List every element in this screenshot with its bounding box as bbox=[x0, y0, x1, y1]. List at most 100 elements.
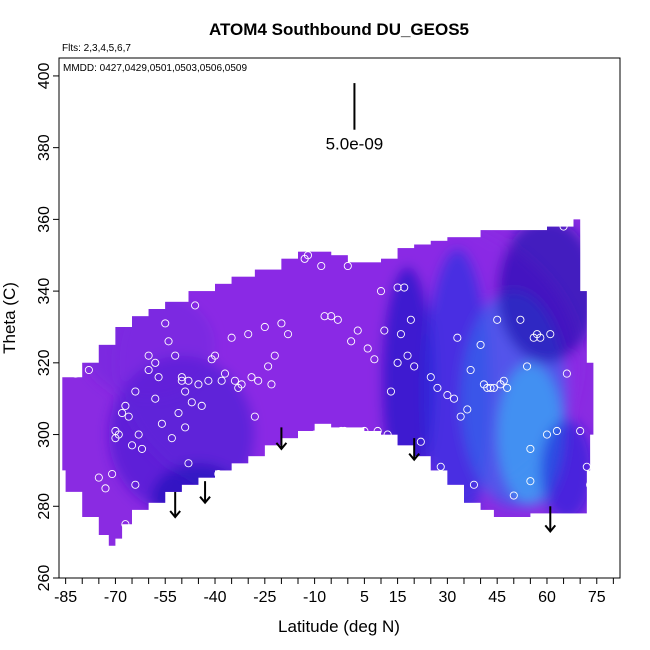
x-tick-label-2: -55 bbox=[154, 589, 177, 606]
data-point-49 bbox=[237, 380, 246, 389]
data-point-47 bbox=[230, 376, 239, 385]
data-point-4 bbox=[108, 469, 117, 479]
data-point-92 bbox=[436, 462, 445, 471]
data-point-108 bbox=[503, 383, 512, 392]
data-point-117 bbox=[542, 430, 552, 439]
data-point-118 bbox=[546, 330, 555, 339]
data-point-97 bbox=[463, 405, 472, 414]
data-point-32 bbox=[181, 423, 190, 432]
data-point-21 bbox=[154, 373, 163, 382]
data-point-35 bbox=[187, 398, 196, 407]
data-point-83 bbox=[393, 283, 402, 292]
data-point-80 bbox=[383, 430, 392, 439]
arrow-head bbox=[544, 524, 557, 533]
arrow-2 bbox=[275, 427, 288, 451]
arrow-1 bbox=[199, 481, 211, 505]
x-tick-label-3: -40 bbox=[203, 589, 226, 606]
data-point-34 bbox=[184, 459, 193, 468]
arrow-4 bbox=[544, 506, 557, 533]
data-point-19 bbox=[151, 358, 160, 367]
data-point-105 bbox=[493, 315, 502, 324]
y-tick-label-7: 400 bbox=[36, 62, 53, 89]
y-tick-label-5: 360 bbox=[36, 206, 53, 233]
data-point-87 bbox=[406, 315, 415, 324]
data-point-69 bbox=[337, 426, 346, 436]
y-axis: 260 280 300 320 340 360 380 400 bbox=[36, 62, 59, 591]
flights-note: Flts: 2,3,4,5,6,7 bbox=[62, 43, 131, 54]
data-point-8 bbox=[118, 408, 127, 418]
data-point-45 bbox=[224, 484, 233, 493]
data-point-67 bbox=[327, 312, 336, 321]
data-point-30 bbox=[177, 376, 186, 385]
data-point-77 bbox=[373, 426, 382, 436]
chart-title: ATOM4 Southbound DU_GEOS5 bbox=[209, 20, 469, 39]
data-point-31 bbox=[181, 387, 190, 396]
x-tick-label-4: -25 bbox=[253, 589, 276, 606]
y-tick-label-6: 380 bbox=[36, 134, 53, 161]
data-point-78 bbox=[376, 287, 386, 296]
x-tick-label-6: 5 bbox=[360, 589, 369, 606]
data-point-2 bbox=[94, 473, 103, 482]
data-point-90 bbox=[426, 373, 435, 382]
y-tick-label-4: 340 bbox=[36, 278, 53, 305]
data-point-103 bbox=[486, 383, 495, 392]
arrow-3 bbox=[408, 438, 420, 462]
data-point-38 bbox=[197, 401, 206, 410]
plot-frame bbox=[58, 57, 621, 579]
data-point-14 bbox=[131, 387, 140, 396]
arrow-head bbox=[275, 442, 288, 451]
arrow-head bbox=[199, 496, 211, 505]
data-point-43 bbox=[217, 376, 226, 385]
data-point-58 bbox=[274, 455, 283, 464]
data-point-55 bbox=[264, 362, 273, 371]
x-axis-title: Latitude (deg N) bbox=[278, 617, 400, 636]
data-point-57 bbox=[270, 351, 279, 360]
data-point-94 bbox=[449, 394, 459, 403]
field-patch-8 bbox=[540, 420, 594, 521]
data-point-46 bbox=[227, 333, 236, 342]
data-point-28 bbox=[174, 408, 183, 418]
data-point-85 bbox=[400, 283, 409, 292]
data-point-79 bbox=[380, 326, 389, 335]
data-point-12 bbox=[127, 441, 137, 450]
data-point-65 bbox=[317, 261, 326, 271]
data-point-36 bbox=[191, 301, 200, 310]
x-tick-label-5: -10 bbox=[303, 589, 326, 606]
data-point-93 bbox=[443, 391, 452, 400]
data-point-88 bbox=[410, 362, 419, 371]
data-point-22 bbox=[157, 419, 166, 428]
data-point-95 bbox=[453, 333, 462, 342]
data-point-109 bbox=[509, 491, 518, 500]
data-point-16 bbox=[137, 444, 147, 453]
data-point-1 bbox=[84, 365, 93, 375]
data-point-18 bbox=[144, 351, 153, 360]
y-tick-label-2: 300 bbox=[36, 421, 53, 448]
data-point-66 bbox=[320, 312, 329, 321]
data-point-112 bbox=[526, 444, 535, 453]
x-axis: -85 -70 -55 -40 -25 -10 5 15 30 45 60 75 bbox=[54, 578, 614, 606]
data-point-20 bbox=[151, 394, 160, 403]
dates-note: MMDD: 0427,0429,0501,0503,0506,0509 bbox=[63, 63, 247, 74]
data-point-53 bbox=[254, 376, 263, 385]
data-point-68 bbox=[333, 315, 342, 324]
data-point-99 bbox=[469, 480, 478, 489]
data-point-10 bbox=[121, 520, 130, 529]
data-point-39 bbox=[204, 376, 213, 385]
data-point-107 bbox=[499, 376, 508, 385]
x-tick-label-8: 30 bbox=[438, 589, 456, 606]
data-point-86 bbox=[403, 351, 412, 360]
x-tick-label-9: 45 bbox=[488, 589, 506, 606]
y-axis-title: Theta (C) bbox=[0, 282, 19, 354]
data-point-70 bbox=[340, 426, 349, 436]
data-point-81 bbox=[386, 387, 396, 396]
data-point-71 bbox=[343, 261, 352, 271]
measurement-points bbox=[71, 222, 598, 529]
data-point-24 bbox=[164, 337, 173, 346]
data-point-113 bbox=[526, 477, 535, 486]
field-patches bbox=[82, 219, 594, 535]
data-point-0 bbox=[71, 369, 80, 378]
data-point-33 bbox=[184, 376, 193, 385]
data-point-13 bbox=[131, 480, 140, 489]
data-point-41 bbox=[210, 351, 220, 360]
